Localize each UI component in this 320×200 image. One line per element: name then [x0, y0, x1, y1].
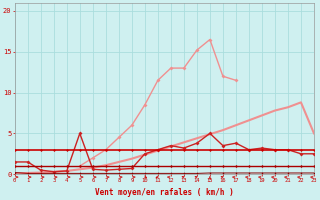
X-axis label: Vent moyen/en rafales ( km/h ): Vent moyen/en rafales ( km/h ) [95, 188, 234, 197]
